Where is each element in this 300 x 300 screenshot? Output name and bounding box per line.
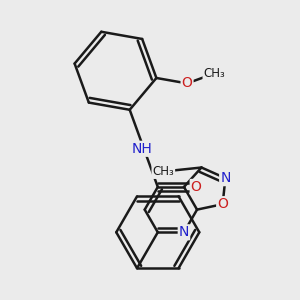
- Text: N: N: [179, 225, 189, 239]
- Text: O: O: [182, 76, 193, 90]
- Text: O: O: [191, 180, 202, 194]
- Text: CH₃: CH₃: [152, 165, 174, 178]
- Text: NH: NH: [132, 142, 152, 156]
- Text: N: N: [220, 171, 231, 185]
- Text: CH₃: CH₃: [203, 67, 225, 80]
- Text: O: O: [217, 197, 228, 211]
